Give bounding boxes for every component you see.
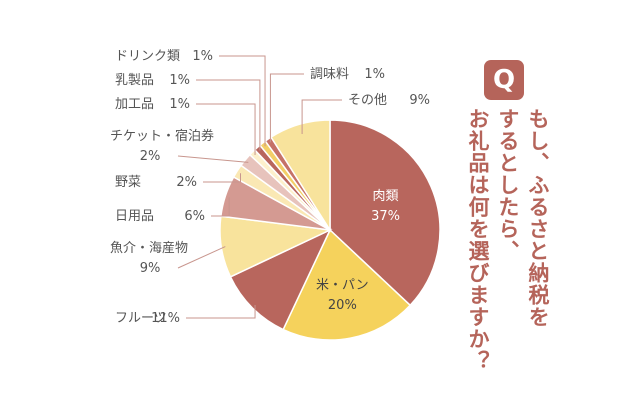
- q-badge: Q: [484, 60, 524, 100]
- slice-2: [282, 228, 412, 341]
- slice-1-value: 37%: [371, 209, 400, 224]
- slice-6-value: 2%: [176, 175, 197, 190]
- slice-12-value: 9%: [409, 93, 430, 108]
- slice-12-leader: [301, 99, 342, 134]
- slice-7-value: 2%: [140, 149, 161, 164]
- slice-7-name: チケット・宿泊券: [110, 128, 214, 144]
- slice-11-leader: [269, 73, 304, 143]
- slice-7-leader: [177, 155, 249, 163]
- slice-6-name: 野菜: [115, 175, 141, 190]
- slice-8-leader: [196, 103, 256, 156]
- slice-12-name: その他: [348, 93, 387, 108]
- slice-4-name: 魚介・海産物: [110, 240, 188, 256]
- slice-3-name: フルーツ: [115, 311, 167, 326]
- slice-3-value: 11%: [151, 311, 180, 326]
- slice-10-leader: [219, 55, 266, 147]
- question-line-2: するとしたら、: [496, 108, 520, 262]
- slice-2-value: 20%: [328, 298, 357, 313]
- slice-11-name: 調味料: [310, 67, 349, 82]
- slice-10-value: 1%: [192, 49, 213, 64]
- slice-4-value: 9%: [140, 261, 161, 276]
- slice-1-name: 肉類: [373, 189, 399, 204]
- slice-5-name: 日用品: [115, 209, 154, 224]
- slice-8-value: 1%: [169, 97, 190, 112]
- question-line-1: もし、ふるさと納税を: [526, 108, 550, 328]
- slice-9-value: 1%: [169, 73, 190, 88]
- slice-6-leader: [203, 173, 242, 183]
- slice-3-leader: [186, 304, 256, 319]
- slice-9-leader: [196, 79, 261, 151]
- slice-5-value: 6%: [184, 209, 205, 224]
- slice-8-name: 加工品: [115, 97, 154, 112]
- slice-4-leader: [177, 246, 226, 269]
- q-badge-letter: Q: [492, 65, 516, 95]
- slice-2-name: 米・パン: [316, 278, 369, 293]
- slice-1: [329, 119, 441, 307]
- slice-10-name: ドリンク類: [115, 49, 180, 64]
- slice-12: [270, 119, 331, 233]
- question-text: もし、ふるさと納税を するとしたら、 お礼品は何を選びますか？: [466, 108, 550, 372]
- slice-9-name: 乳製品: [115, 73, 154, 88]
- slice-11-value: 1%: [364, 67, 385, 82]
- slice-5-leader: [211, 197, 230, 217]
- slice-3: [229, 228, 332, 331]
- question-line-3: お礼品は何を選びますか？: [466, 108, 490, 372]
